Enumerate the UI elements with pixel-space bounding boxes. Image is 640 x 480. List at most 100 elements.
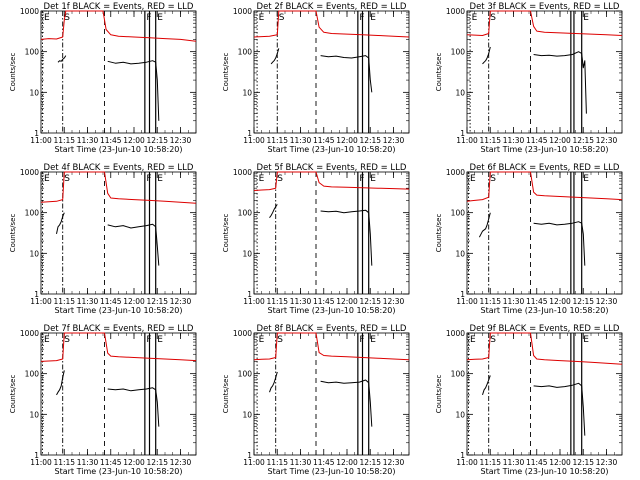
x-tick-label: 12:00 xyxy=(123,136,145,145)
y-tick-label: 1000 xyxy=(20,7,39,16)
x-tick-label: 11:45 xyxy=(526,136,548,145)
x-tick-label: 12:00 xyxy=(336,458,358,467)
plot-frame xyxy=(466,171,623,295)
series-line-events xyxy=(320,55,373,93)
series-line-events xyxy=(320,379,373,427)
y-tick-label: 1000 xyxy=(233,7,252,16)
series-line-events xyxy=(107,387,160,427)
series-line-events xyxy=(57,55,67,63)
event-marker-label: E xyxy=(370,335,376,345)
event-marker-label: E xyxy=(259,13,265,23)
x-tick-label: 11:15 xyxy=(266,297,288,306)
x-tick-label: 11:00 xyxy=(456,297,478,306)
chart-panel-2: Det 2f BLACK = Events, RED = LLD 1 10 100 10… xyxy=(222,2,410,154)
x-tick-label: 12:00 xyxy=(549,458,571,467)
y-tick-label: 10 xyxy=(242,249,252,258)
series-line-lld xyxy=(40,332,197,362)
y-axis-label: Counts/sec xyxy=(222,214,230,253)
x-tick-label: 11:00 xyxy=(30,297,52,306)
y-tick-label: 1000 xyxy=(446,7,465,16)
y-tick-label: 1 xyxy=(460,129,465,138)
x-tick-label: 11:15 xyxy=(479,136,501,145)
x-tick-label: 11:15 xyxy=(266,458,288,467)
x-tick-label: 11:45 xyxy=(313,297,335,306)
x-axis-label: Start Time (23-Jun-10 10:58:20) xyxy=(481,145,609,154)
y-tick-label: 100 xyxy=(238,209,253,218)
x-tick-label: 11:45 xyxy=(526,458,548,467)
x-tick-label: 11:45 xyxy=(526,297,548,306)
y-tick-label: 100 xyxy=(25,209,40,218)
chart-title: Det 4f BLACK = Events, RED = LLD xyxy=(44,163,194,173)
x-tick-label: 11:15 xyxy=(479,297,501,306)
y-tick-label: 1000 xyxy=(20,329,39,338)
y-tick-label: 100 xyxy=(25,48,40,57)
y-tick-label: 10 xyxy=(242,410,252,419)
y-tick-label: 1000 xyxy=(20,168,39,177)
event-marker-label: S xyxy=(64,335,70,345)
event-marker-label: E xyxy=(583,174,589,184)
event-marker-label: E xyxy=(370,174,376,184)
chart-title: Det 2f BLACK = Events, RED = LLD xyxy=(257,2,407,12)
series-line-events xyxy=(482,46,491,65)
x-tick-label: 12:00 xyxy=(336,297,358,306)
series-line-lld xyxy=(466,332,623,365)
y-axis-label: Counts/sec xyxy=(222,375,230,414)
event-marker-label: E xyxy=(583,13,589,23)
chart-panel-3: Det 3f BLACK = Events, RED = LLD 1 10 100 10… xyxy=(435,2,623,154)
x-tick-label: 11:15 xyxy=(53,297,75,306)
event-marker-label: E xyxy=(583,335,589,345)
y-tick-label: 100 xyxy=(25,370,40,379)
y-tick-label: 1 xyxy=(34,290,39,299)
y-axis-label: Counts/sec xyxy=(435,214,443,253)
x-tick-label: 12:00 xyxy=(123,297,145,306)
x-tick-label: 12:00 xyxy=(549,297,571,306)
x-tick-label: 12:15 xyxy=(359,458,381,467)
x-tick-label: 12:00 xyxy=(336,136,358,145)
x-tick-label: 12:15 xyxy=(146,458,168,467)
x-tick-label: 12:15 xyxy=(146,297,168,306)
series-line-events xyxy=(270,48,280,65)
series-line-events xyxy=(56,370,65,396)
chart-title: Det 3f BLACK = Events, RED = LLD xyxy=(470,2,620,12)
y-axis-label: Counts/sec xyxy=(9,53,17,92)
x-tick-label: 12:15 xyxy=(572,136,594,145)
series-line-events xyxy=(533,51,587,114)
y-tick-label: 100 xyxy=(238,48,253,57)
x-tick-label: 11:30 xyxy=(290,297,312,306)
event-marker-label: E xyxy=(157,174,163,184)
x-tick-label: 12:30 xyxy=(170,458,192,467)
y-tick-label: 10 xyxy=(29,410,39,419)
chart-title: Det 6f BLACK = Events, RED = LLD xyxy=(470,163,620,173)
event-marker-label: S xyxy=(490,13,496,23)
event-marker-label: E xyxy=(44,335,50,345)
x-tick-label: 11:30 xyxy=(503,458,525,467)
x-axis-label: Start Time (23-Jun-10 10:58:20) xyxy=(55,467,183,476)
y-tick-label: 10 xyxy=(29,249,39,258)
series-line-lld xyxy=(253,10,410,38)
y-tick-label: 10 xyxy=(455,249,465,258)
y-tick-label: 1 xyxy=(247,451,252,460)
x-tick-label: 11:00 xyxy=(30,458,52,467)
plot-frame xyxy=(253,171,410,295)
y-tick-label: 1000 xyxy=(446,168,465,177)
chart-title: Det 7f BLACK = Events, RED = LLD xyxy=(44,324,194,334)
chart-title: Det 5f BLACK = Events, RED = LLD xyxy=(257,163,407,173)
x-tick-label: 11:30 xyxy=(290,136,312,145)
x-axis-label: Start Time (23-Jun-10 10:58:20) xyxy=(481,306,609,315)
series-line-events xyxy=(533,382,586,436)
y-axis-label: Counts/sec xyxy=(9,375,17,414)
y-tick-label: 1000 xyxy=(446,329,465,338)
series-line-lld xyxy=(253,332,410,361)
event-marker-label: E xyxy=(259,174,265,184)
event-marker-label: S xyxy=(64,13,70,23)
event-marker-label: E xyxy=(470,174,476,184)
x-tick-label: 12:15 xyxy=(572,458,594,467)
plot-frame xyxy=(40,171,197,295)
y-tick-label: 10 xyxy=(29,88,39,97)
event-marker-label: E xyxy=(472,13,478,23)
chart-panel-5: Det 5f BLACK = Events, RED = LLD 1 10 100 10… xyxy=(222,163,410,315)
y-tick-label: 10 xyxy=(455,88,465,97)
x-tick-label: 12:15 xyxy=(146,136,168,145)
x-tick-label: 11:00 xyxy=(243,297,265,306)
chart-panel-4: Det 4f BLACK = Events, RED = LLD 1 10 100 10… xyxy=(9,163,197,315)
